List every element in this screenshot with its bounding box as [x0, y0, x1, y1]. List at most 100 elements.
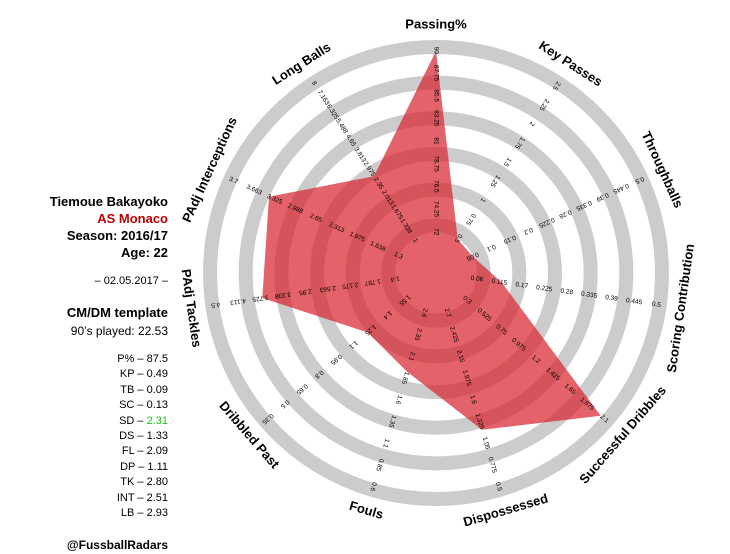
axis-tick-label: 3.7	[228, 176, 239, 186]
axis-tick-label: 72	[432, 228, 439, 236]
axis-tick-label: 1.2	[530, 354, 542, 365]
stat-value: 2.09	[146, 445, 168, 458]
axis-tick-label: 2.65	[309, 213, 324, 225]
stat-value: 2.31	[146, 414, 168, 427]
axis-tick-label: 0.5	[651, 301, 661, 309]
axis-tick-label: 0.8	[313, 369, 325, 380]
axis-tick-label: 81	[432, 137, 439, 145]
player-info: Tiemoue Bakayoko AS Monaco Season: 2016/…	[0, 193, 168, 261]
stat-label: DS –	[119, 430, 147, 443]
axis-tick-label: 78.75	[432, 156, 439, 173]
axis-label: Passing%	[405, 16, 467, 31]
axis-tick-label: 2.175	[341, 280, 358, 289]
axis-tick-label: 0.3	[461, 295, 473, 306]
axis-tick-label: 0.335	[581, 291, 598, 300]
axis-tick-label: 1.325	[474, 413, 485, 431]
axis-tick-label: 0.5	[494, 481, 503, 492]
stat-value: 0.13	[146, 399, 168, 412]
axis-tick-label: 1.35	[387, 414, 397, 428]
axis-tick-label: 85.5	[432, 89, 439, 102]
axis-tick-label: 0.775	[486, 456, 497, 474]
season-label: Season: 2016/17	[66, 228, 168, 243]
axis-tick-label: 0.5	[453, 232, 464, 244]
axis-tick-label: 1.3	[393, 251, 404, 261]
axis-tick-label: 0.85	[374, 458, 384, 472]
stat-label: KP –	[119, 368, 147, 381]
axis-tick-label: 0.1	[485, 243, 496, 253]
axis-tick-label: 2.15	[455, 349, 465, 363]
stat-row: TB – 0.09	[0, 383, 168, 398]
axis-tick-label: 8	[310, 80, 318, 87]
axis-tick-label: 2.1	[598, 413, 610, 424]
player-name: Tiemoue Bakayoko	[49, 194, 168, 209]
twitter-handle: @FussballRadars	[66, 538, 168, 552]
axis-tick-label: 0.28	[558, 208, 573, 220]
axis-label: Fouls	[348, 498, 385, 522]
axis-tick-label: 1	[479, 197, 487, 204]
axis-tick-label: 0.17	[515, 281, 529, 290]
axis-tick-label: 0.75	[464, 212, 477, 227]
stat-label: SC –	[119, 399, 147, 412]
axis-tick-label: 1.4	[390, 275, 400, 283]
stat-row: P% – 87.5	[0, 352, 168, 367]
axis-tick-label: 2.1	[407, 351, 416, 362]
axis-tick-label: 1.1	[381, 438, 390, 449]
axis-tick-label: 1.5	[502, 156, 513, 168]
template-label: CM/DM template	[66, 305, 168, 320]
stat-row: LB – 2.93	[0, 506, 168, 521]
axis-tick-label: 2.6	[419, 307, 428, 318]
axis-tick-label: 4.5	[210, 300, 220, 308]
axis-tick-label: 0.28	[560, 288, 574, 297]
axis-tick-label: 0.225	[536, 284, 553, 293]
stat-label: INT –	[116, 491, 147, 504]
axis-tick-label: 0.39	[605, 294, 619, 303]
axis-tick-label: 2.35	[413, 327, 423, 341]
axis-tick-label: 0.5	[279, 398, 291, 409]
axis-tick-label: 2.425	[448, 326, 459, 344]
stat-label: TB –	[120, 383, 147, 396]
axis-tick-label: 0.05	[465, 250, 480, 262]
stat-row: KP – 0.49	[0, 367, 168, 382]
stat-list: P% – 87.5 KP – 0.49 TB – 0.09 SC – 0.13 SD –…	[0, 352, 168, 521]
axis-tick-label: 0.06	[470, 275, 484, 284]
axis-tick-label: 1.6	[394, 394, 403, 405]
stat-value: 0.49	[146, 368, 168, 381]
stat-label: FL –	[121, 445, 147, 458]
axis-tick-label: 4.113	[229, 297, 246, 306]
axis-label: PAdj Tackles	[178, 268, 204, 348]
axis-tick-label: 1.4	[381, 309, 393, 320]
stat-row: SC – 0.13	[0, 398, 168, 413]
axis-tick-label: 0.2	[522, 226, 533, 236]
axis-tick-label: 1.25	[488, 174, 501, 189]
stat-value: 1.11	[147, 460, 168, 473]
axis-tick-label: 0.6	[368, 481, 377, 492]
stat-label: LB –	[120, 507, 147, 520]
axis-tick-label: 1.1	[347, 339, 359, 350]
stat-row: DS – 1.33	[0, 429, 168, 444]
axis-tick-label: 1.6	[468, 394, 477, 405]
stat-label: DP –	[120, 460, 148, 473]
axis-tick-label: 0.15	[502, 233, 517, 245]
stat-label: SD –	[119, 414, 147, 427]
axis-tick-label: 2.563	[319, 284, 336, 293]
axis-tick-label: 2.95	[298, 287, 312, 296]
axis-tick-label: 0.445	[625, 297, 642, 306]
stat-label: TK –	[120, 476, 147, 489]
stat-row: SD – 2.31	[0, 414, 168, 429]
stat-row: FL – 2.09	[0, 444, 168, 459]
axis-tick-label: 2.7	[443, 307, 452, 318]
axis-tick-label: 1.85	[400, 371, 410, 385]
stat-label: P% –	[117, 353, 147, 365]
axis-tick-label: 1	[411, 237, 419, 244]
stat-value: 87.5	[146, 353, 168, 365]
radar-ring	[203, 40, 669, 506]
age-label: Age: 22	[121, 245, 168, 260]
axis-tick-label: 3.725	[252, 293, 269, 302]
axis-tick-label: 2	[528, 120, 536, 127]
axis-tick-label: 90	[432, 47, 439, 55]
stat-row: INT – 2.51	[0, 491, 168, 506]
stat-row: TK – 2.80	[0, 475, 168, 490]
axis-tick-label: 1.787	[364, 277, 381, 286]
stat-value: 0.09	[146, 383, 168, 396]
